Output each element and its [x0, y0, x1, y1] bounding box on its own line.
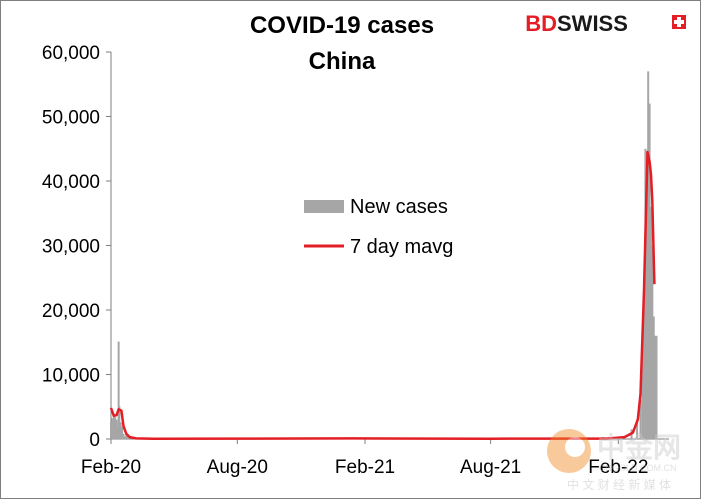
- legend: New cases 7 day mavg: [304, 196, 453, 258]
- watermark-logo-inner: [565, 437, 585, 457]
- axes: 0 10,000 20,000 30,000 40,000 50,000 60,000 Feb…: [42, 43, 669, 478]
- swiss-cross-horizontal: [674, 20, 684, 24]
- logo-suffix: SWISS: [557, 11, 628, 36]
- x-tick-label: Feb-20: [81, 457, 141, 478]
- legend-label-new-cases: New cases: [350, 196, 448, 218]
- x-tick-label: Aug-20: [207, 457, 268, 478]
- bdswiss-logo: BD SWISS: [525, 11, 686, 36]
- y-tick-label: 0: [89, 430, 100, 451]
- y-tick-label: 40,000: [42, 172, 100, 193]
- watermark-text: 中金网: [597, 431, 681, 463]
- y-tick-label: 20,000: [42, 301, 100, 322]
- y-tick-label: 10,000: [42, 366, 100, 387]
- logo-prefix: BD: [525, 11, 557, 36]
- legend-label-mavg: 7 day mavg: [350, 236, 453, 258]
- bar-new-cases: [656, 336, 658, 439]
- x-tick-label: Aug-21: [460, 457, 521, 478]
- y-tick-label: 60,000: [42, 43, 100, 64]
- chart-title: COVID-19 cases: [250, 12, 434, 39]
- x-tick-label: Feb-21: [335, 457, 395, 478]
- y-tick-label: 30,000: [42, 237, 100, 258]
- chart-subtitle: China: [309, 48, 376, 75]
- y-tick-label: 50,000: [42, 108, 100, 129]
- watermark-subtext: 中 文 财 经 新 媒 体: [567, 477, 671, 492]
- cngold-watermark: 中金网 CNGOLD.COM.CN 中 文 财 经 新 媒 体: [547, 429, 681, 492]
- watermark-url: CNGOLD.COM.CN: [599, 463, 677, 473]
- legend-swatch-new-cases: [304, 200, 344, 213]
